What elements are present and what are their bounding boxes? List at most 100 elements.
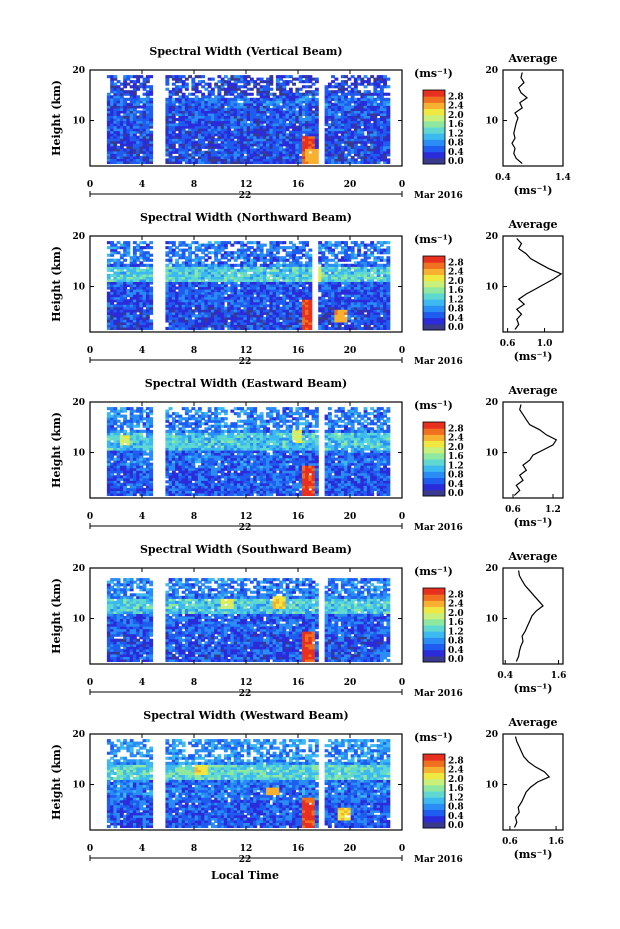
- heatmap-cell: [106, 319, 111, 323]
- heatmap-cell: [376, 153, 381, 157]
- heatmap-cell: [366, 160, 371, 164]
- heatmap-cell: [373, 261, 378, 265]
- heatmap-cell: [184, 256, 189, 260]
- heatmap-cell: [188, 258, 192, 262]
- heatmap-cell: [223, 243, 228, 247]
- heatmap-cell: [340, 107, 345, 111]
- heatmap-cell: [386, 105, 391, 109]
- heatmap-cell: [383, 82, 387, 86]
- heatmap-cell: [314, 102, 319, 106]
- heatmap-cell: [347, 120, 352, 124]
- heatmap-cell: [132, 75, 137, 79]
- heatmap-cell: [188, 256, 192, 260]
- heatmap-cell: [327, 281, 332, 285]
- heatmap-cell: [243, 291, 248, 295]
- heatmap-cell: [256, 256, 261, 260]
- heatmap-cell: [253, 100, 258, 104]
- heatmap-cell: [220, 133, 225, 137]
- heatmap-cell: [295, 291, 300, 295]
- heatmap-cell: [337, 286, 342, 290]
- heatmap-cell: [321, 263, 326, 267]
- heatmap-cell: [171, 105, 176, 109]
- heatmap-cell: [220, 266, 225, 270]
- heatmap-cell: [321, 273, 326, 277]
- heatmap-cell: [230, 253, 235, 257]
- heatmap-cell: [357, 100, 362, 104]
- heatmap-cell: [233, 112, 238, 116]
- heatmap-cell: [253, 319, 258, 323]
- heatmap-cell: [383, 107, 387, 111]
- heatmap-cell: [123, 148, 128, 152]
- heatmap-cell: [269, 273, 274, 277]
- heatmap-cell: [305, 150, 309, 154]
- heatmap-cell: [191, 284, 196, 288]
- heatmap-cell: [305, 158, 309, 162]
- heatmap-cell: [363, 95, 368, 99]
- heatmap-cell: [227, 135, 232, 139]
- heatmap-cell: [214, 271, 219, 275]
- heatmap-cell: [379, 115, 384, 119]
- heatmap-cell: [116, 115, 121, 119]
- heatmap-cell: [279, 77, 284, 81]
- heatmap-cell: [181, 115, 186, 119]
- heatmap-cell: [327, 321, 332, 325]
- heatmap-cell: [295, 155, 300, 159]
- heatmap-cell: [236, 296, 241, 300]
- heatmap-cell: [165, 294, 170, 298]
- heatmap-cell: [266, 284, 270, 288]
- heatmap-cell: [363, 100, 368, 104]
- heatmap-cell: [113, 90, 118, 94]
- heatmap-cell: [227, 130, 232, 134]
- y-axis-label: Height (km): [50, 246, 63, 322]
- heatmap-cell: [207, 241, 212, 245]
- heatmap-cell: [334, 278, 339, 282]
- heatmap-cell: [373, 243, 378, 247]
- heatmap-cell: [334, 286, 339, 290]
- heatmap-cell: [214, 253, 219, 257]
- heatmap-cell: [295, 102, 300, 106]
- heatmap-cell: [184, 248, 189, 252]
- heatmap-cell: [353, 123, 358, 127]
- heatmap-cell: [363, 97, 368, 101]
- heatmap-cell: [191, 85, 196, 89]
- heatmap-cell: [145, 158, 150, 162]
- heatmap-cell: [181, 150, 186, 154]
- heatmap-cell: [331, 291, 335, 295]
- heatmap-cell: [236, 263, 241, 267]
- heatmap-cell: [347, 256, 352, 260]
- heatmap-cell: [272, 296, 277, 300]
- heatmap-cell: [207, 120, 212, 124]
- heatmap-cell: [334, 135, 339, 139]
- heatmap-cell: [340, 299, 345, 303]
- heatmap-cell: [204, 321, 209, 325]
- heatmap-cell: [240, 314, 245, 318]
- heatmap-cell: [363, 110, 368, 114]
- heatmap-cell: [106, 92, 111, 96]
- heatmap-cell: [139, 278, 144, 282]
- heatmap-cell: [184, 266, 189, 270]
- heatmap-cell: [197, 115, 202, 119]
- heatmap-cell: [181, 75, 186, 79]
- heatmap-cell: [220, 145, 225, 149]
- heatmap-cell: [230, 309, 235, 313]
- heatmap-cell: [246, 105, 251, 109]
- heatmap-cell: [227, 253, 232, 257]
- heatmap-cell: [223, 102, 228, 106]
- heatmap-cell: [269, 256, 274, 260]
- heatmap-cell: [210, 251, 215, 255]
- heatmap-cell: [165, 278, 170, 282]
- heatmap-cell: [275, 150, 280, 154]
- heatmap-cell: [311, 110, 316, 114]
- heatmap-cell: [357, 243, 362, 247]
- heatmap-cell: [324, 115, 329, 119]
- heatmap-cell: [201, 291, 206, 295]
- heatmap-cell: [210, 135, 215, 139]
- heatmap-cell: [197, 314, 202, 318]
- heatmap-cell: [363, 319, 368, 323]
- heatmap-cell: [292, 143, 296, 147]
- heatmap-cell: [178, 309, 183, 313]
- heatmap-cell: [327, 110, 332, 114]
- heatmap-cell: [308, 145, 313, 149]
- heatmap-cell: [149, 107, 154, 111]
- heatmap-cell: [321, 294, 326, 298]
